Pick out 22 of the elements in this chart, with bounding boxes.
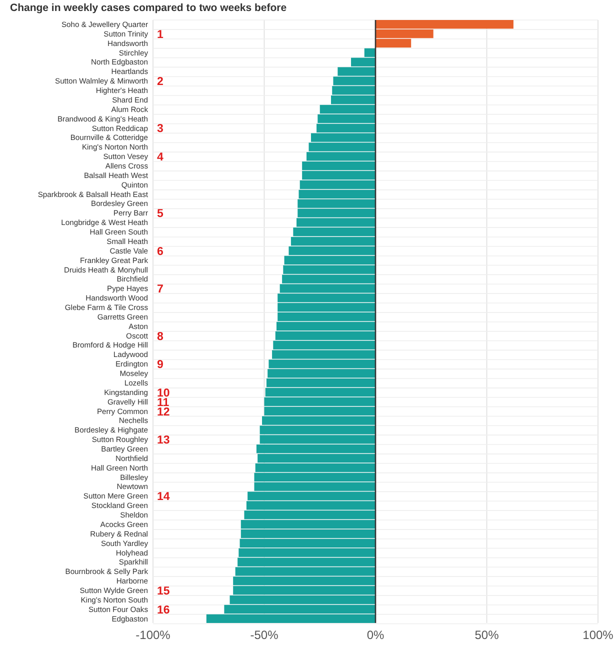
marker-number: 12 [157, 406, 170, 418]
x-tick-label: 50% [474, 628, 500, 642]
x-tick-label: 0% [366, 628, 384, 642]
marker-number: 11 [157, 396, 170, 409]
marker-number: 3 [157, 123, 164, 136]
x-tick-label: 100% [582, 628, 614, 642]
chart-title: Change in weekly cases compared to two weeks before [10, 2, 287, 14]
marker-number: 9 [157, 359, 164, 372]
marker-number: 7 [157, 284, 164, 296]
x-tick-label: -100% [136, 628, 171, 642]
x-tick-label: -50% [250, 628, 279, 642]
marker-number: 4 [157, 152, 164, 164]
marker-number: 8 [157, 330, 164, 343]
marker-number: 15 [157, 586, 170, 598]
marker-number: 14 [157, 491, 170, 504]
marker-number: 6 [157, 246, 164, 258]
marker-number: 10 [157, 387, 170, 400]
marker-number: 1 [157, 28, 164, 41]
marker-number: 13 [157, 434, 170, 447]
marker-number: 5 [157, 208, 164, 220]
marker-number: 2 [157, 76, 164, 88]
marker-number: 16 [157, 604, 170, 616]
